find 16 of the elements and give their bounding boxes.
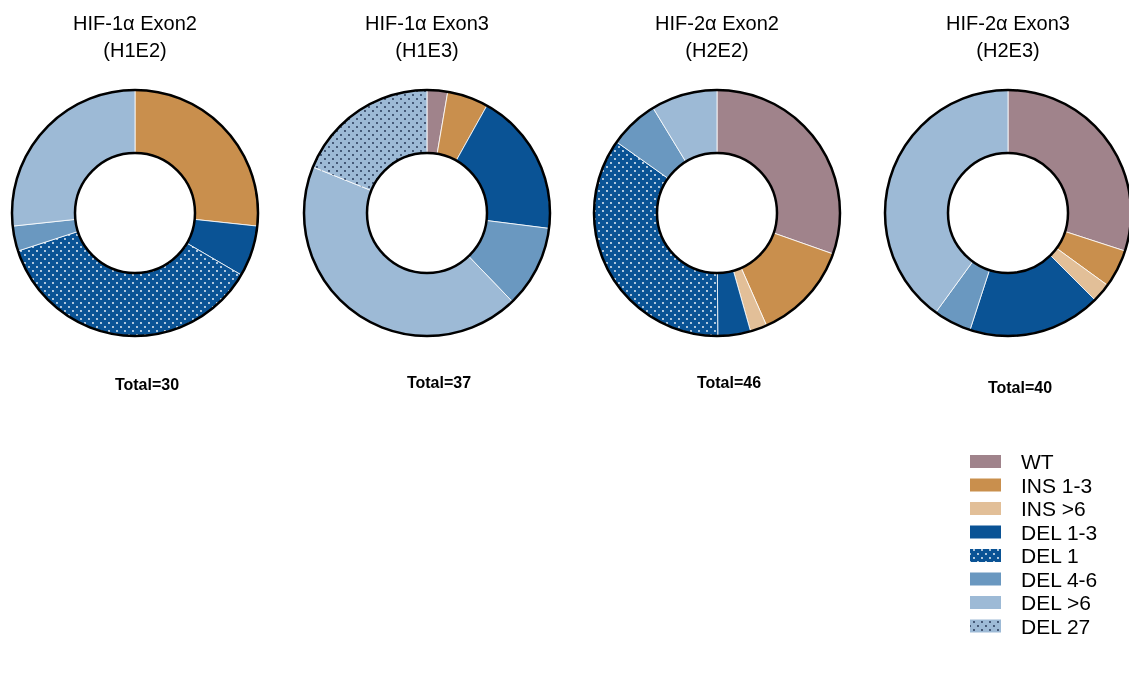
legend-label: DEL 1 — [1021, 544, 1079, 567]
legend-label: DEL 4-6 — [1021, 567, 1098, 591]
legend-label: DEL 1-3 — [1021, 520, 1098, 544]
legend-label: INS >6 — [1021, 497, 1086, 520]
legend-label: WT — [1021, 450, 1054, 473]
legend-label: DEL 27 — [1021, 614, 1091, 638]
text: Total=46 — [696, 374, 762, 391]
legend-label: DEL >6 — [1021, 591, 1091, 614]
chart-title: HIF-2α Exon3 (H2E3) — [946, 12, 1070, 61]
legend-label: INS 1-3 — [1021, 473, 1093, 497]
chart-title: HIF-2α Exon2 (H2E2) — [655, 12, 779, 61]
text: Total=30 — [114, 376, 180, 393]
text: Total=37 — [406, 374, 472, 391]
chart-title: HIF-1α Exon3 (H1E3) — [365, 12, 489, 61]
chart-title: HIF-1α Exon2 (H1E2) — [73, 12, 197, 61]
text: Total=40 — [987, 379, 1053, 396]
